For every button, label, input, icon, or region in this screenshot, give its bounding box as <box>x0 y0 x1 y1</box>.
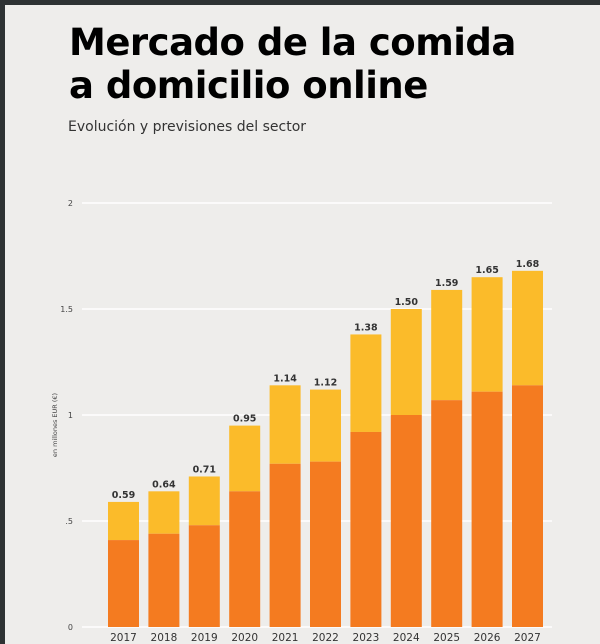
data-label: 1.59 <box>435 278 458 289</box>
data-label: 1.65 <box>475 265 498 276</box>
y-tick-label: .5 <box>65 517 73 526</box>
bar-top-segment <box>431 289 463 401</box>
bar-top-segment <box>269 385 301 464</box>
chart-title: Mercado de la comida a domicilio online <box>69 21 516 107</box>
bar-top-segment <box>350 334 382 432</box>
bar-top-segment <box>229 425 261 492</box>
data-label: 1.38 <box>354 322 378 333</box>
data-label: 1.50 <box>395 297 419 308</box>
x-tick-label: 2017 <box>110 632 137 644</box>
x-tick-label: 2022 <box>312 632 339 644</box>
x-tick-label: 2024 <box>393 632 420 644</box>
x-tick-label: 2021 <box>272 632 299 644</box>
x-tick-label: 2023 <box>353 632 380 644</box>
y-tick-label: 1 <box>68 411 73 420</box>
x-tick-label: 2026 <box>474 632 501 644</box>
bar-bottom-segment <box>108 540 139 627</box>
data-label: 1.12 <box>314 378 337 389</box>
y-tick-label: 1.5 <box>60 305 73 314</box>
x-tick-label: 2027 <box>514 632 541 644</box>
chart-subtitle: Evolución y previsiones del sector <box>68 119 307 135</box>
title-line-1: Mercado de la comida <box>69 21 516 64</box>
bar-bottom-segment <box>471 391 503 627</box>
bar-bottom-segment <box>390 415 422 627</box>
data-label: 1.14 <box>273 373 297 384</box>
data-label: 0.59 <box>112 490 135 501</box>
x-tick-label: 2018 <box>151 632 178 644</box>
y-tick-label: 2 <box>68 199 73 208</box>
data-label: 0.71 <box>193 464 216 475</box>
bar-bottom-segment <box>350 431 382 627</box>
bar-top-segment <box>310 389 341 462</box>
bar-bottom-segment <box>431 400 463 627</box>
bar-bottom-segment <box>310 461 341 627</box>
bar-bottom-segment <box>148 533 180 627</box>
title-line-2: a domicilio online <box>69 64 428 107</box>
y-axis-label: en millones EUR (€) <box>51 393 59 457</box>
bar-bottom-segment <box>229 491 261 627</box>
y-tick-label: 0 <box>68 623 73 632</box>
bar-bottom-segment <box>188 525 220 627</box>
bar-bottom-segment <box>269 463 301 627</box>
data-label: 0.64 <box>152 479 176 490</box>
x-tick-label: 2025 <box>433 632 460 644</box>
x-tick-label: 2020 <box>231 632 258 644</box>
data-label: 1.68 <box>516 259 540 270</box>
bar-top-segment <box>512 270 543 386</box>
bar-bottom-segment <box>512 385 543 627</box>
x-tick-label: 2019 <box>191 632 218 644</box>
bar-top-segment <box>188 476 220 526</box>
bar-top-segment <box>108 501 139 541</box>
bar-top-segment <box>148 491 180 534</box>
bar-top-segment <box>390 309 422 415</box>
bar-top-segment <box>471 277 503 392</box>
data-label: 0.95 <box>233 414 256 425</box>
